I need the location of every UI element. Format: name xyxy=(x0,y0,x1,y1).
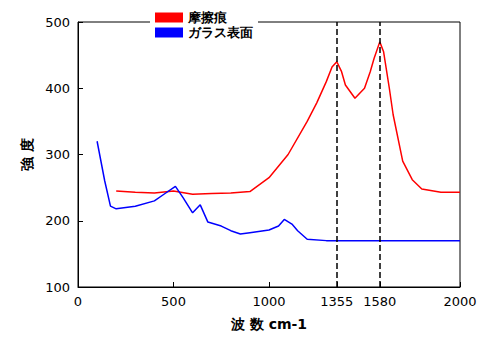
svg-text:1580: 1580 xyxy=(363,294,396,309)
svg-text:100: 100 xyxy=(45,280,70,295)
svg-text:摩擦痕: 摩擦痕 xyxy=(187,10,228,25)
svg-text:強 度: 強 度 xyxy=(19,138,35,171)
svg-text:波 数 cm-1: 波 数 cm-1 xyxy=(230,316,307,332)
svg-text:1000: 1000 xyxy=(252,294,285,309)
svg-text:500: 500 xyxy=(161,294,186,309)
svg-text:2000: 2000 xyxy=(443,294,476,309)
svg-text:0: 0 xyxy=(74,294,82,309)
svg-text:500: 500 xyxy=(45,15,70,30)
svg-text:300: 300 xyxy=(45,147,70,162)
svg-text:400: 400 xyxy=(45,81,70,96)
svg-text:ガラス表面: ガラス表面 xyxy=(188,25,253,40)
svg-text:1355: 1355 xyxy=(320,294,353,309)
svg-text:200: 200 xyxy=(45,213,70,228)
